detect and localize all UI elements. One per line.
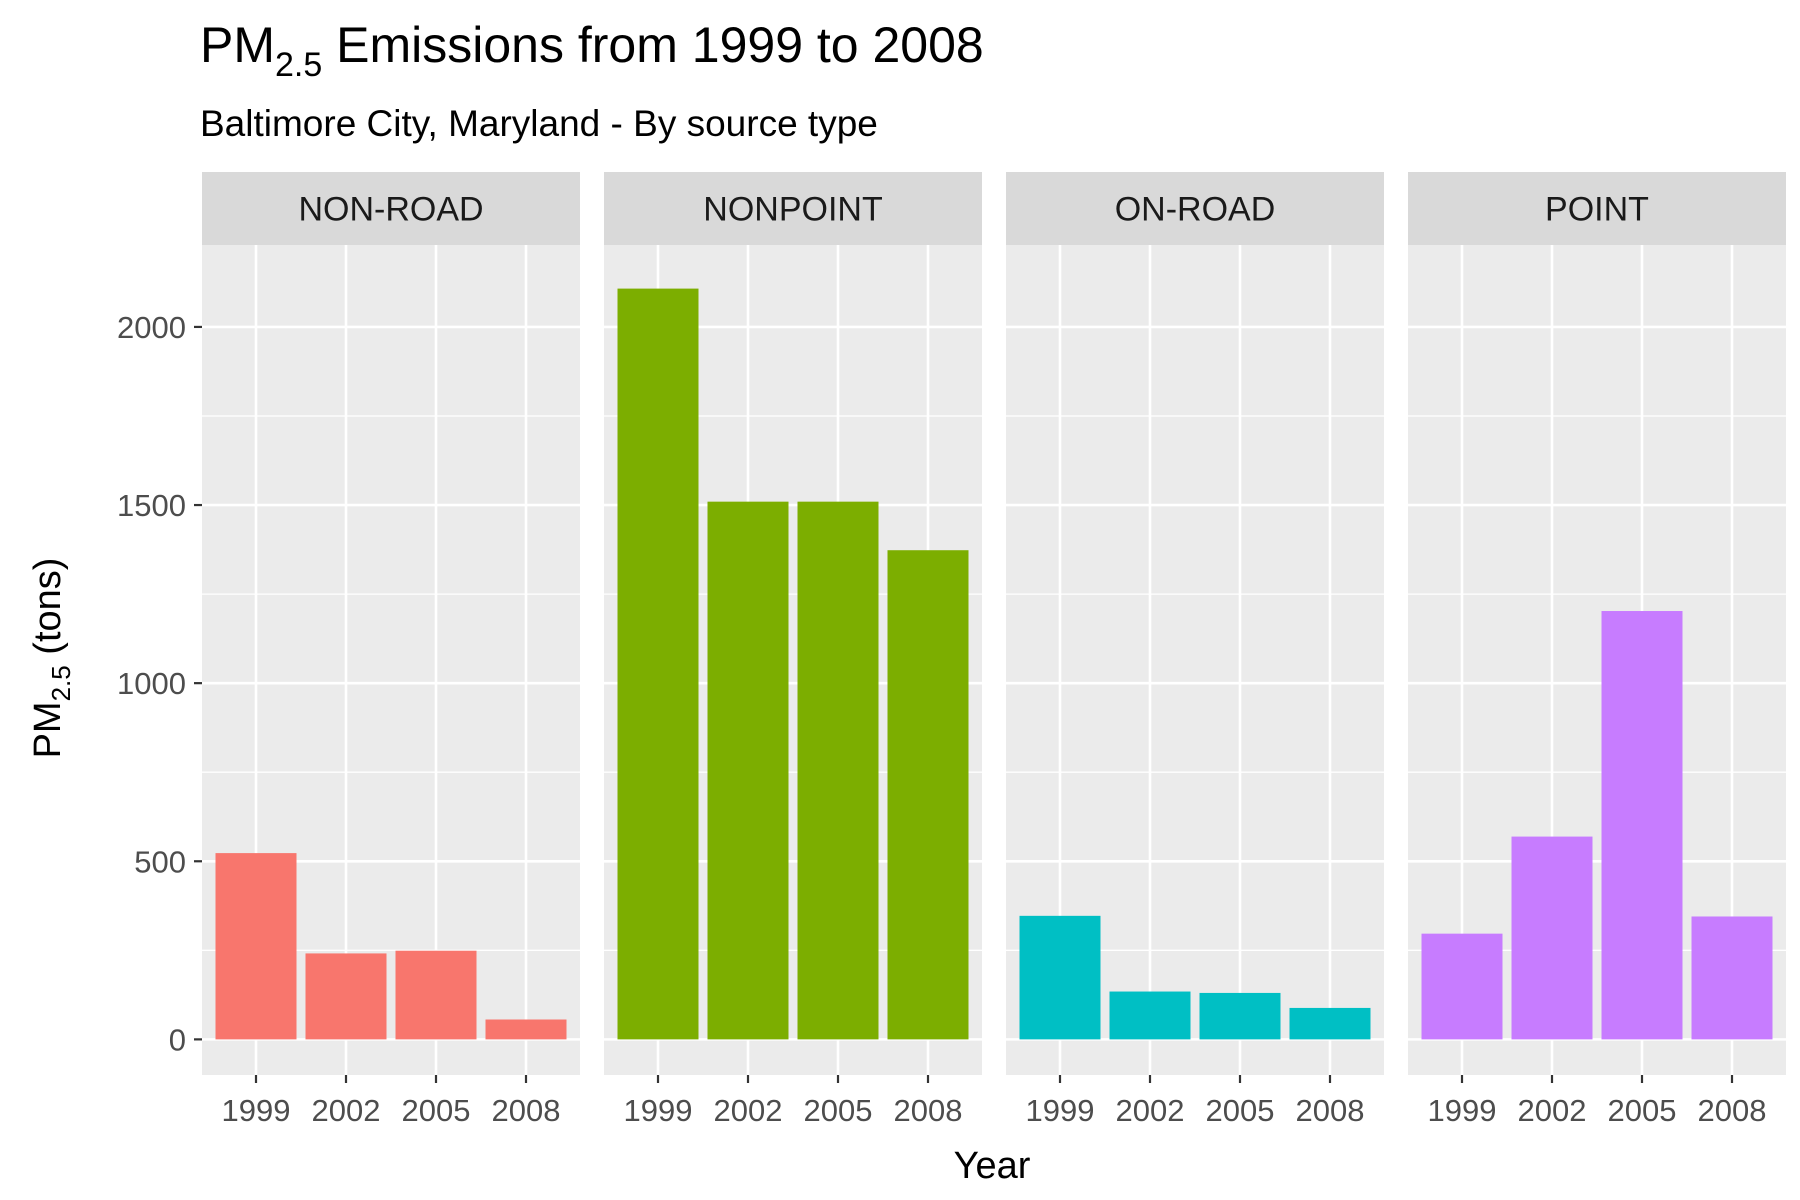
x-tick-label: 1999	[222, 1093, 291, 1128]
x-tick-label: 2002	[714, 1093, 783, 1128]
x-axis-title: Year	[954, 1145, 1031, 1187]
facet-strip	[604, 172, 982, 245]
bar-nonpoint-1999	[617, 288, 699, 1040]
bar-nonpoint-2002	[707, 501, 789, 1040]
x-tick-label: 1999	[1428, 1093, 1497, 1128]
bar-point-2005	[1601, 611, 1683, 1040]
bar-point-2008	[1691, 916, 1773, 1040]
y-axis-title-rest: (tons)	[27, 558, 69, 666]
bar-non-road-2005	[395, 950, 477, 1040]
facet-strip-label: POINT	[1545, 191, 1649, 229]
bar-nonpoint-2005	[797, 501, 879, 1040]
bar-non-road-2008	[485, 1019, 567, 1040]
x-tick-label: 2005	[1608, 1093, 1677, 1128]
chart-subtitle: Baltimore City, Maryland - By source typ…	[200, 103, 878, 144]
y-axis-title-subscript: 2.5	[46, 665, 76, 701]
y-tick-label: 0	[169, 1022, 186, 1057]
bar-point-1999	[1421, 933, 1503, 1040]
bar-point-2002	[1511, 836, 1593, 1040]
y-tick-label: 1500	[117, 488, 186, 523]
chart-title: PM2.5 Emissions from 1999 to 2008	[200, 17, 984, 84]
y-axis-title-prefix: PM	[27, 701, 69, 758]
x-tick-label: 2005	[402, 1093, 471, 1128]
x-tick-label: 1999	[1026, 1093, 1095, 1128]
facet-strip	[1006, 172, 1384, 245]
bar-on-road-2005	[1199, 992, 1281, 1040]
facet-panel-non-road: NON-ROAD 1999 2002 2005 2008	[202, 172, 580, 1128]
x-tick-label: 2002	[1518, 1093, 1587, 1128]
bar-nonpoint-2008	[887, 550, 969, 1040]
y-tick-label: 500	[134, 844, 186, 879]
facet-strip	[202, 172, 580, 245]
facet-strip-label: NONPOINT	[703, 191, 882, 229]
bar-non-road-2002	[305, 953, 387, 1040]
bar-non-road-1999	[215, 853, 297, 1040]
facet-strip-label: ON-ROAD	[1115, 191, 1276, 229]
x-tick-label: 2005	[1206, 1093, 1275, 1128]
x-tick-label: 2008	[492, 1093, 561, 1128]
x-tick-label: 2008	[1296, 1093, 1365, 1128]
facet-strip-label: NON-ROAD	[298, 191, 483, 229]
x-tick-label: 2005	[804, 1093, 873, 1128]
x-tick-label: 2008	[1698, 1093, 1767, 1128]
chart-title-subscript: 2.5	[275, 46, 322, 84]
facet-panel-point: POINT 1999 2002 2005 2008	[1408, 172, 1786, 1128]
bar-on-road-2008	[1289, 1007, 1371, 1040]
x-tick-label: 1999	[624, 1093, 693, 1128]
y-axis: 0 500 1000 1500 2000	[117, 310, 202, 1057]
chart-title-prefix: PM	[200, 17, 275, 73]
facet-strip	[1408, 172, 1786, 245]
x-tick-label: 2002	[312, 1093, 381, 1128]
y-tick-label: 2000	[117, 310, 186, 345]
bar-on-road-2002	[1109, 991, 1191, 1040]
x-tick-label: 2002	[1116, 1093, 1185, 1128]
x-tick-label: 2008	[894, 1093, 963, 1128]
chart-title-rest: Emissions from 1999 to 2008	[322, 17, 983, 73]
y-tick-label: 1000	[117, 666, 186, 701]
facet-panels: NON-ROAD 1999 2002 2005 2008 NONPOINT 1999 2002…	[202, 172, 1786, 1128]
y-axis-title: PM2.5 (tons)	[27, 558, 76, 759]
facet-panel-on-road: ON-ROAD 1999 2002 2005 2008	[1006, 172, 1384, 1128]
bar-on-road-1999	[1019, 915, 1101, 1040]
facet-panel-nonpoint: NONPOINT 1999 2002 2005 2008	[604, 172, 982, 1128]
